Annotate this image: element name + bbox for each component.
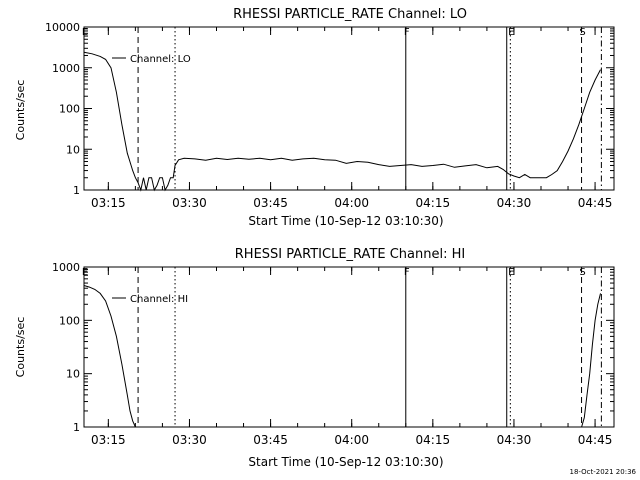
- title-lo: RHESSI PARTICLE_RATE Channel: LO: [233, 7, 467, 22]
- y-tick-label: 1000: [52, 261, 80, 274]
- x-tick-label: 03:45: [253, 433, 288, 447]
- x-tick-label: 04:45: [578, 433, 613, 447]
- y-tick-label: 1: [73, 184, 80, 197]
- x-tick-label: 03:45: [253, 196, 288, 210]
- ylabel-lo: Counts/sec: [14, 80, 27, 141]
- marker-label: E: [508, 267, 514, 278]
- x-tick-label: 03:30: [172, 433, 207, 447]
- marker-label: E: [82, 267, 88, 278]
- xlabel-hi: Start Time (10-Sep-12 03:10:30): [248, 455, 443, 469]
- legend-label: Channel: HI: [130, 294, 188, 305]
- marker-label: S: [579, 27, 585, 38]
- panel-lo: 1 10 100 1000 10000 03:15 03:30 03:45 04:00 04:15…: [45, 21, 615, 210]
- x-tick-label: 04:15: [416, 433, 451, 447]
- panel-hi: 1 10 100 1000 03:15 03:30 03:45 04:00 04:15 04:30…: [52, 261, 615, 447]
- xlabel-lo: Start Time (10-Sep-12 03:10:30): [248, 214, 443, 228]
- series-line-lo: [83, 51, 601, 192]
- x-tick-label: 03:15: [91, 196, 126, 210]
- marker-label: S: [579, 267, 585, 278]
- y-tick-label: 1: [73, 421, 80, 434]
- marker-label: E: [508, 27, 514, 38]
- y-tick-label: 10: [66, 143, 80, 156]
- y-tick-label: 10: [66, 368, 80, 381]
- y-tick-label: 100: [59, 103, 80, 116]
- y-tick-label: 100: [59, 314, 80, 327]
- timestamp: 18-Oct-2021 20:36: [569, 468, 636, 476]
- x-tick-label: 04:45: [578, 196, 613, 210]
- y-tick-label: 10000: [45, 21, 80, 34]
- x-tick-label: 04:00: [334, 196, 369, 210]
- marker-label: F: [404, 267, 410, 278]
- marker-label: F: [404, 27, 410, 38]
- x-tick-label: 04:15: [416, 196, 451, 210]
- x-tick-label: 03:15: [91, 433, 126, 447]
- x-tick-label: 04:30: [497, 196, 532, 210]
- plot-frame: [83, 266, 615, 428]
- ylabel-hi: Counts/sec: [14, 317, 27, 378]
- x-tick-label: 03:30: [172, 196, 207, 210]
- title-hi: RHESSI PARTICLE_RATE Channel: HI: [235, 247, 465, 262]
- marker-label: E: [82, 27, 88, 38]
- legend-label: Channel: LO: [130, 54, 191, 65]
- plot-frame: [83, 26, 615, 191]
- x-tick-label: 04:30: [497, 433, 532, 447]
- series-line-hi: [83, 285, 601, 428]
- y-tick-label: 1000: [52, 62, 80, 75]
- x-tick-label: 04:00: [334, 433, 369, 447]
